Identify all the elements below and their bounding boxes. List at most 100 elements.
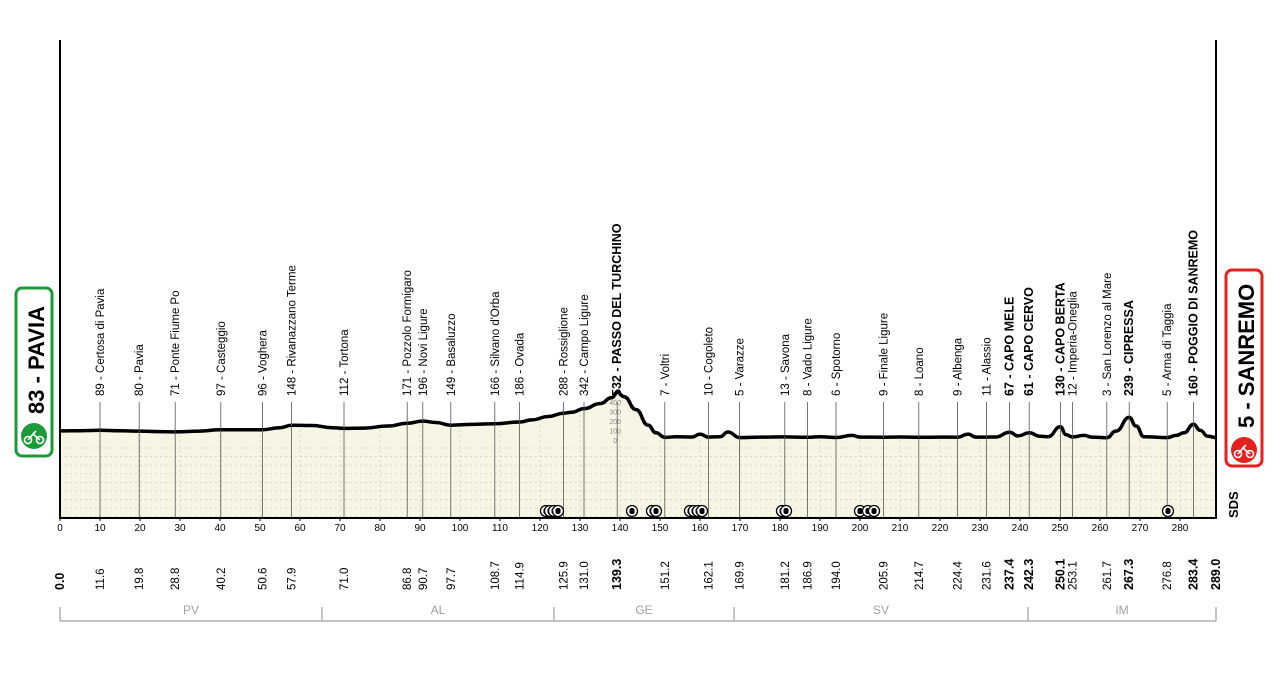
km-label: 162.1 [703,561,715,590]
elevation-scale-label: 100 [609,429,621,436]
km-label: 151.2 [660,561,672,590]
elevation-scale-label: 300 [609,410,621,417]
km-label: 267.3 [1122,559,1136,590]
x-tick-label: 270 [1132,523,1149,534]
km-label: 186.9 [803,561,815,590]
city-markers [99,402,1194,518]
x-tick-label: 40 [214,523,226,534]
km-label: 181.2 [780,561,792,590]
km-label: 261.7 [1102,561,1114,590]
km-label: 194.0 [831,561,843,590]
city-label: 61 - CAPO CERVO [1022,287,1036,396]
city-label: 9 - Albenga [953,337,965,396]
sds-logo: SDS [1226,491,1241,518]
elevation-scale-label: 0 [613,438,617,445]
km-label: 253.1 [1067,561,1079,590]
km-label: 131.0 [579,561,591,590]
x-axis-ticks: 0 10 20 30 40 50 60 70 80 90 100 110 120 130 140 150 160… [57,518,1189,534]
city-label: 130 - CAPO BERTA [1053,282,1067,396]
km-label: 108.7 [490,561,502,590]
x-tick-label: 60 [294,523,306,534]
x-tick-label: 230 [972,523,989,534]
km-label: 11.6 [95,568,107,590]
tunnel-icon-inner [857,508,863,514]
city-label: 97 - Casteggio [216,321,228,396]
x-tick-label: 210 [892,523,909,534]
km-label: 237.4 [1003,559,1017,590]
start-badge: 83 - PAVIA [14,286,54,458]
city-label: 11 - Alassio [981,337,993,396]
city-label: 89 - Certosa di Pavia [95,288,107,396]
city-label: 67 - CAPO MELE [1003,297,1017,396]
x-tick-label: 0 [57,523,63,534]
x-tick-label: 10 [94,523,106,534]
x-tick-label: 280 [1172,523,1189,534]
km-label: 276.8 [1162,561,1174,590]
tunnel-icon-inner [1165,508,1171,514]
km-label: 57.9 [287,568,299,590]
km-label: 90.7 [418,568,430,590]
x-tick-label: 140 [612,523,629,534]
x-tick-label: 240 [1012,523,1029,534]
city-label: 71 - Ponte Fiume Po [170,291,182,396]
km-label: 114.9 [515,562,527,590]
x-tick-label: 180 [772,523,789,534]
tunnel-markers [539,504,1175,518]
km-label: 97.7 [446,568,458,590]
km-label: 231.6 [981,561,993,590]
elevation-scale-label: 400 [609,400,621,407]
region-label: GE [635,603,652,617]
city-label: 3 - San Lorenzo al Mare [1102,273,1114,396]
city-label: 160 - POGGIO DI SANREMO [1187,230,1201,396]
city-labels: 89 - Certosa di Pavia 80 - Pavia 71 - Pont… [95,223,1201,396]
km-labels: 0.0 11.6 19.8 28.8 40.2 50.6 57.9 71.0 86.8 90.7 9… [53,559,1223,590]
x-tick-label: 110 [492,523,508,534]
tunnel-icon-inner [555,508,561,514]
city-label: 8 - Loano [914,347,926,396]
x-tick-label: 250 [1052,523,1069,534]
x-tick-label: 200 [852,523,869,534]
region-label: AL [431,603,446,617]
elevation-scale-label: 200 [609,419,621,426]
city-label: 148 - Rivanazzano Terme [287,265,299,396]
city-label: 239 - CIPRESSA [1122,300,1136,396]
km-label: 19.8 [134,568,146,590]
city-label: 9 - Finale Ligure [879,313,891,396]
x-tick-label: 20 [134,523,146,534]
city-label: 5 - Varazze [735,338,747,396]
x-tick-label: 100 [452,523,469,534]
km-label: 28.8 [170,568,182,590]
x-tick-label: 150 [652,523,669,534]
city-label: 342 - Campo Ligure [579,294,591,396]
km-label: 40.2 [216,568,228,590]
city-label: 171 - Pozzolo Formigaro [402,270,414,396]
km-label: 283.4 [1187,559,1201,590]
km-label: 125.9 [559,561,571,590]
city-label: 6 - Spotorno [831,333,843,396]
km-label: 242.3 [1022,559,1036,590]
x-tick-label: 30 [174,523,186,534]
finish-badge: 5 - SANREMO [1224,268,1264,468]
start-label: 83 - PAVIA [24,306,49,414]
km-label: 289.0 [1209,559,1223,590]
region-label: SV [873,603,889,617]
elevation-scale: 400 300 200 100 0 [609,400,621,445]
city-label: 196 - Novi Ligure [418,308,430,396]
km-label: 214.7 [914,561,926,590]
start-badge-frame [14,286,54,458]
finish-label: 5 - SANREMO [1234,284,1259,428]
tunnel-icon-inner [783,508,789,514]
km-label: 250.1 [1053,559,1067,590]
finish-badge-frame [1224,268,1264,468]
km-label: 71.0 [339,568,351,590]
x-tick-label: 90 [414,523,426,534]
city-label: 96 - Voghera [257,330,269,396]
x-tick-label: 220 [932,523,949,534]
city-label: 13 - Savona [780,333,792,396]
x-tick-label: 80 [374,523,386,534]
x-tick-label: 50 [254,523,266,534]
start-cyclist-icon [21,423,47,449]
km-label: 224.4 [953,561,965,590]
x-tick-label: 120 [532,523,549,534]
